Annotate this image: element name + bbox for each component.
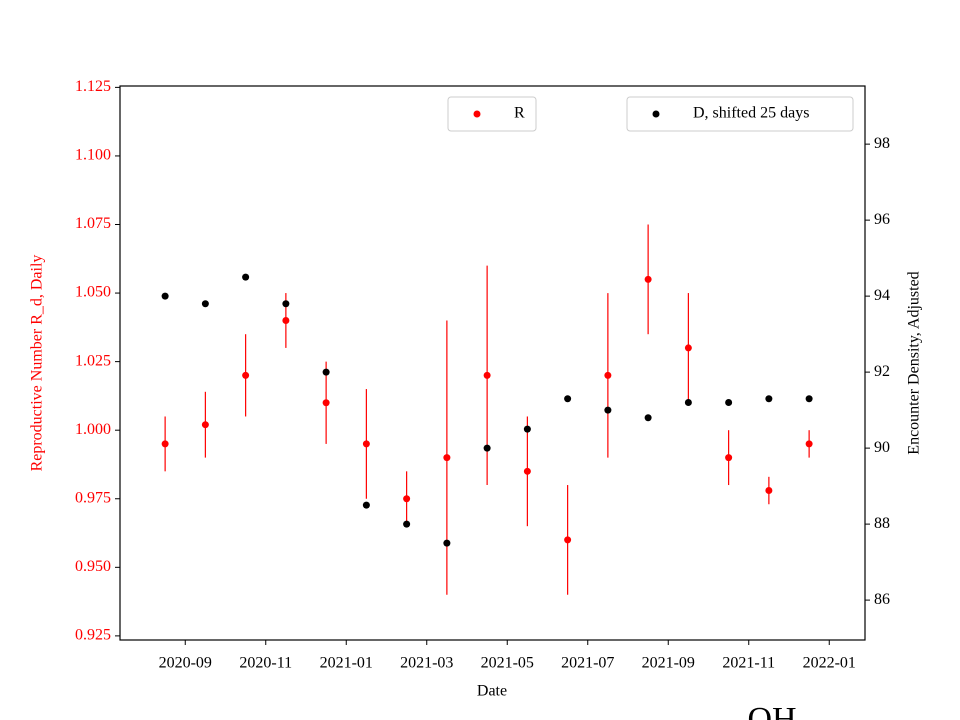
legend-box [626,96,854,132]
x-tick-label: 2021-03 [400,655,453,672]
y-tick-label: 1.075 [75,215,111,232]
point [443,539,451,547]
point [282,300,290,308]
point [725,454,733,462]
y-tick-label: 1.100 [75,147,111,164]
y2-tick-label: 86 [874,591,890,608]
legend-box [447,96,537,132]
x-tick-label: 2020-09 [159,655,212,672]
point [725,399,733,407]
point [523,425,531,433]
x-axis-label: Date [477,683,507,700]
point [443,454,451,462]
point [604,371,612,379]
point [483,371,491,379]
point [765,395,773,403]
y-tick-label: 0.950 [75,558,111,575]
point [684,399,692,407]
x-tick-label: 2021-07 [561,655,614,672]
legend-marker [652,110,660,118]
x-tick-label: 2021-05 [481,655,534,672]
x-tick-label: 2021-09 [642,655,695,672]
point [282,316,290,324]
y2-axis-label: Encounter Density, Adjusted [906,271,923,454]
point [403,520,411,528]
point [644,275,652,283]
y-tick-label: 1.125 [75,78,111,95]
y-tick-label: 0.925 [75,627,111,644]
point [242,273,250,281]
y2-tick-label: 90 [874,439,890,456]
legend-marker [473,110,481,118]
point [362,501,370,509]
x-tick-label: 2021-01 [320,655,373,672]
y2-tick-label: 94 [874,287,890,304]
point [523,467,531,475]
y-tick-label: 1.000 [75,421,111,438]
y2-tick-label: 88 [874,515,890,532]
y-tick-label: 0.975 [75,489,111,506]
legend-label: R [514,105,525,122]
point [242,371,250,379]
point [765,487,773,495]
point [322,368,330,376]
point [403,495,411,503]
point [805,440,813,448]
point [805,395,813,403]
plot-frame [119,85,866,641]
point [604,406,612,414]
legend-label: D, shifted 25 days [693,105,809,122]
point [161,440,169,448]
x-tick-label: 2021-11 [722,655,775,672]
point [201,421,209,429]
point [161,292,169,300]
x-tick-label: 2020-11 [239,655,292,672]
watermark: OH [747,701,796,720]
point [564,536,572,544]
point [644,414,652,422]
point [684,344,692,352]
point [322,399,330,407]
y2-tick-label: 92 [874,363,890,380]
y-tick-label: 1.025 [75,352,111,369]
point [201,300,209,308]
point [362,440,370,448]
x-tick-label: 2022-01 [803,655,856,672]
y-tick-label: 1.050 [75,284,111,301]
y-axis-label: Reproductive Number R_d, Daily [29,255,46,472]
point [483,444,491,452]
y2-tick-label: 98 [874,135,890,152]
y2-tick-label: 96 [874,211,890,228]
point [564,395,572,403]
